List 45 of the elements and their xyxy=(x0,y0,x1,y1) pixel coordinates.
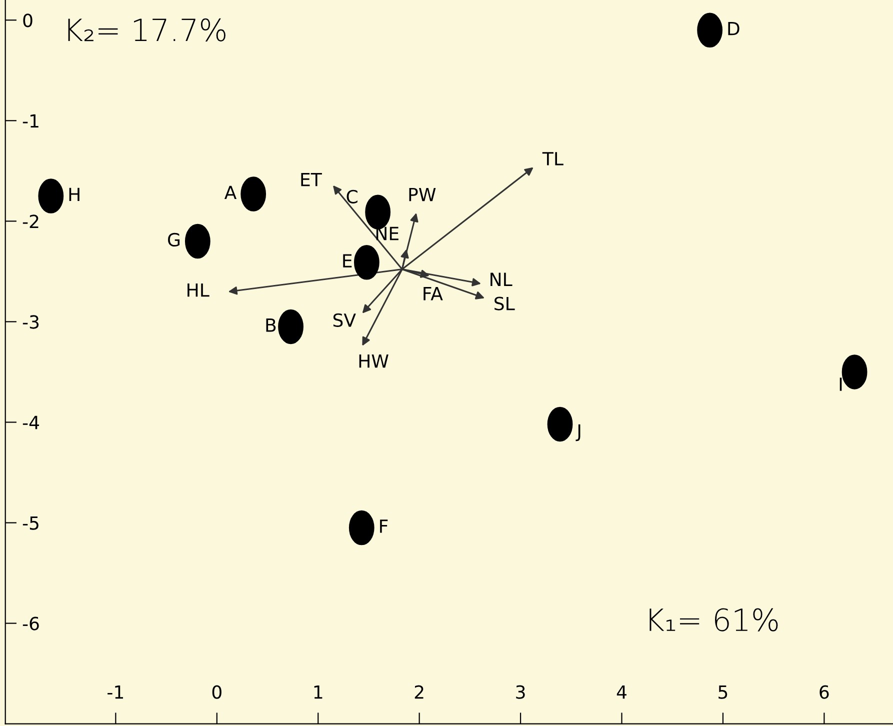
point xyxy=(697,12,722,48)
x-tick-label: 5 xyxy=(718,685,728,699)
x-tick-label: 6 xyxy=(820,685,829,699)
annotation: A xyxy=(224,186,237,200)
annotation: H xyxy=(69,188,80,202)
point xyxy=(240,176,266,212)
annotation: K₁= 61% xyxy=(650,608,778,632)
y-tick-label: -3 xyxy=(22,315,39,329)
annotation: E xyxy=(343,254,352,268)
y-tick-label: -4 xyxy=(22,416,40,430)
annotation: F xyxy=(380,520,388,533)
annotation: HL xyxy=(188,284,210,297)
point xyxy=(38,178,64,214)
x-tick-label: -1 xyxy=(108,685,124,699)
annotation: PW xyxy=(409,188,436,202)
annotation: K₂= 17.7% xyxy=(68,18,226,42)
y-tick-label: 0 xyxy=(23,14,32,28)
y-tick-label: -5 xyxy=(22,516,38,530)
point xyxy=(547,406,573,442)
point xyxy=(842,354,868,390)
x-tick-label: 4 xyxy=(616,685,626,699)
point xyxy=(354,245,380,280)
annotation: HW xyxy=(359,354,388,368)
y-tick-label: -6 xyxy=(22,616,39,630)
annotation: D xyxy=(728,22,740,36)
annotation: SL xyxy=(494,296,515,310)
y-tick-label: -1 xyxy=(22,114,38,128)
annotation: NL xyxy=(490,272,512,286)
annotation: C xyxy=(346,190,358,204)
x-tick-label: 1 xyxy=(314,685,322,699)
x-tick-label: 3 xyxy=(516,685,525,699)
annotation: TL xyxy=(542,152,564,166)
annotation: I xyxy=(840,378,842,391)
annotation: SV xyxy=(333,313,356,327)
annotation: B xyxy=(266,318,276,332)
annotation: G xyxy=(168,232,180,247)
point xyxy=(278,309,304,344)
x-tick-label: 0 xyxy=(212,685,222,699)
annotation: FA xyxy=(424,287,443,300)
x-tick-label: 2 xyxy=(414,685,424,699)
y-tick-label: -2 xyxy=(22,214,38,228)
point xyxy=(184,224,210,259)
annotation: ET xyxy=(301,172,322,186)
annotation: J xyxy=(576,424,580,442)
point xyxy=(348,510,374,546)
